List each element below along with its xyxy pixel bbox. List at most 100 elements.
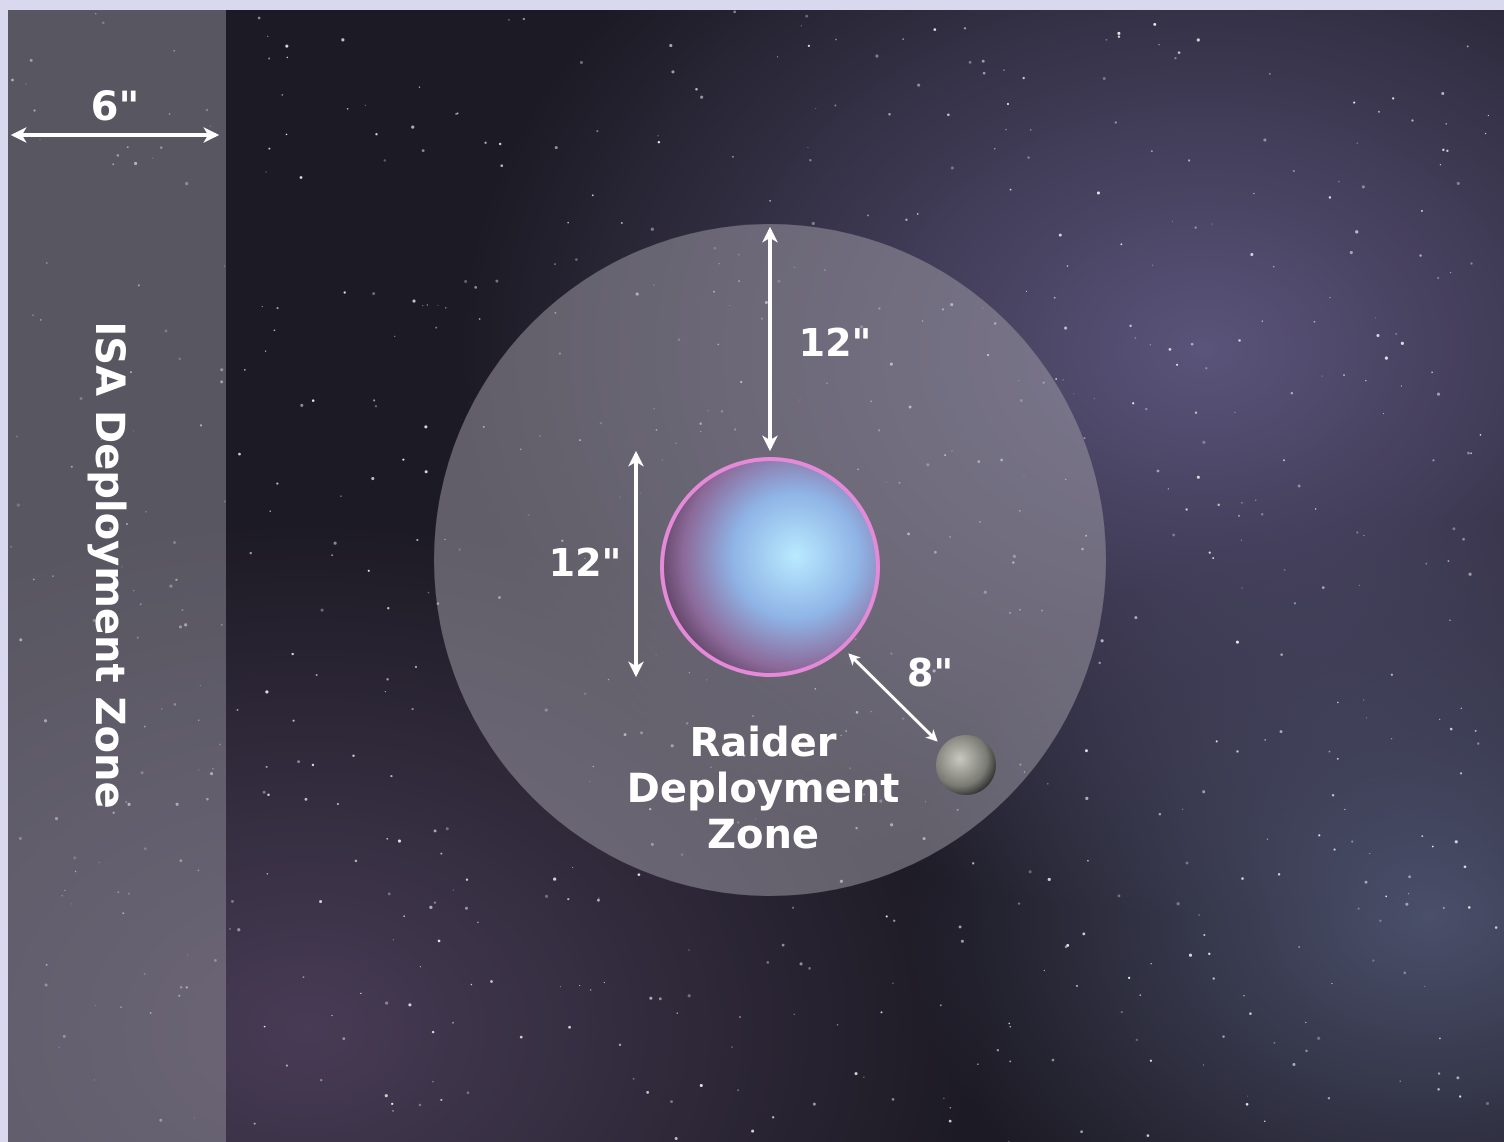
star — [1432, 846, 1434, 848]
star — [1405, 903, 1408, 906]
star — [1177, 902, 1180, 905]
star — [1338, 181, 1339, 182]
star — [1467, 452, 1470, 455]
star — [386, 838, 388, 840]
star — [982, 60, 985, 63]
star — [1315, 508, 1316, 509]
star — [291, 653, 293, 655]
star — [305, 798, 308, 801]
star — [385, 1094, 388, 1097]
star — [669, 44, 672, 47]
star — [1358, 908, 1360, 910]
star — [888, 113, 891, 116]
star — [355, 860, 358, 863]
star — [385, 691, 386, 692]
star — [1383, 413, 1384, 414]
star — [917, 84, 920, 87]
star — [994, 148, 996, 150]
star — [1357, 142, 1358, 143]
star — [438, 940, 441, 943]
star — [1157, 470, 1160, 473]
star — [1253, 193, 1254, 194]
star — [917, 213, 919, 215]
star — [1241, 540, 1242, 541]
star — [651, 228, 654, 231]
star — [1186, 862, 1189, 865]
star — [1152, 265, 1153, 266]
star — [1174, 57, 1176, 59]
star — [1159, 813, 1162, 816]
star — [425, 470, 428, 473]
star — [1391, 674, 1393, 676]
star — [474, 286, 477, 289]
star — [688, 994, 691, 997]
star — [467, 1091, 470, 1094]
star — [949, 1120, 952, 1123]
star — [658, 141, 660, 143]
star — [371, 477, 374, 480]
star — [1440, 164, 1441, 165]
star — [1378, 111, 1380, 113]
star — [1372, 960, 1374, 962]
raider-zone-label: Zone — [707, 812, 819, 858]
star — [1267, 839, 1268, 840]
star — [415, 666, 417, 668]
star — [731, 1047, 732, 1048]
star — [312, 764, 314, 766]
star — [940, 1004, 942, 1006]
star — [837, 1024, 839, 1026]
star — [1447, 560, 1449, 562]
star — [649, 997, 652, 1000]
star — [490, 980, 493, 983]
star — [700, 1084, 703, 1087]
star — [412, 708, 414, 710]
star — [1178, 51, 1181, 54]
star — [1385, 895, 1387, 897]
star — [1450, 272, 1451, 273]
star — [1018, 903, 1020, 905]
star — [892, 1098, 895, 1101]
star — [1379, 920, 1381, 922]
star — [1059, 234, 1062, 237]
star — [792, 907, 794, 909]
star — [1443, 907, 1445, 909]
star — [1467, 45, 1469, 47]
star — [545, 895, 548, 898]
star — [1408, 893, 1409, 894]
star — [1255, 500, 1256, 501]
star — [1322, 586, 1325, 589]
star — [1243, 995, 1244, 996]
star — [268, 148, 270, 150]
star — [1195, 226, 1197, 228]
star — [1136, 1039, 1138, 1041]
star — [420, 966, 421, 967]
star — [1391, 738, 1392, 739]
star — [435, 327, 437, 329]
edge-distance-label: 12" — [799, 321, 872, 365]
star — [266, 766, 268, 768]
star — [342, 1037, 345, 1040]
star — [1222, 1035, 1224, 1037]
star — [1264, 1120, 1266, 1122]
star — [1294, 602, 1296, 604]
star — [688, 949, 689, 950]
star — [347, 108, 349, 110]
star — [1115, 121, 1117, 123]
star — [592, 194, 594, 196]
star — [1317, 1037, 1320, 1040]
star — [1305, 1022, 1306, 1023]
star — [375, 133, 377, 135]
star — [1139, 994, 1141, 996]
star — [429, 906, 432, 909]
star — [675, 1137, 678, 1140]
diameter-label: 12" — [549, 541, 622, 585]
star — [597, 899, 600, 902]
raider-zone-label: Raider — [690, 720, 837, 766]
star — [1262, 320, 1263, 321]
star — [334, 542, 337, 545]
star — [1191, 343, 1194, 346]
star — [580, 61, 583, 64]
star — [1218, 504, 1220, 506]
star — [1205, 367, 1207, 369]
star — [1176, 364, 1178, 366]
